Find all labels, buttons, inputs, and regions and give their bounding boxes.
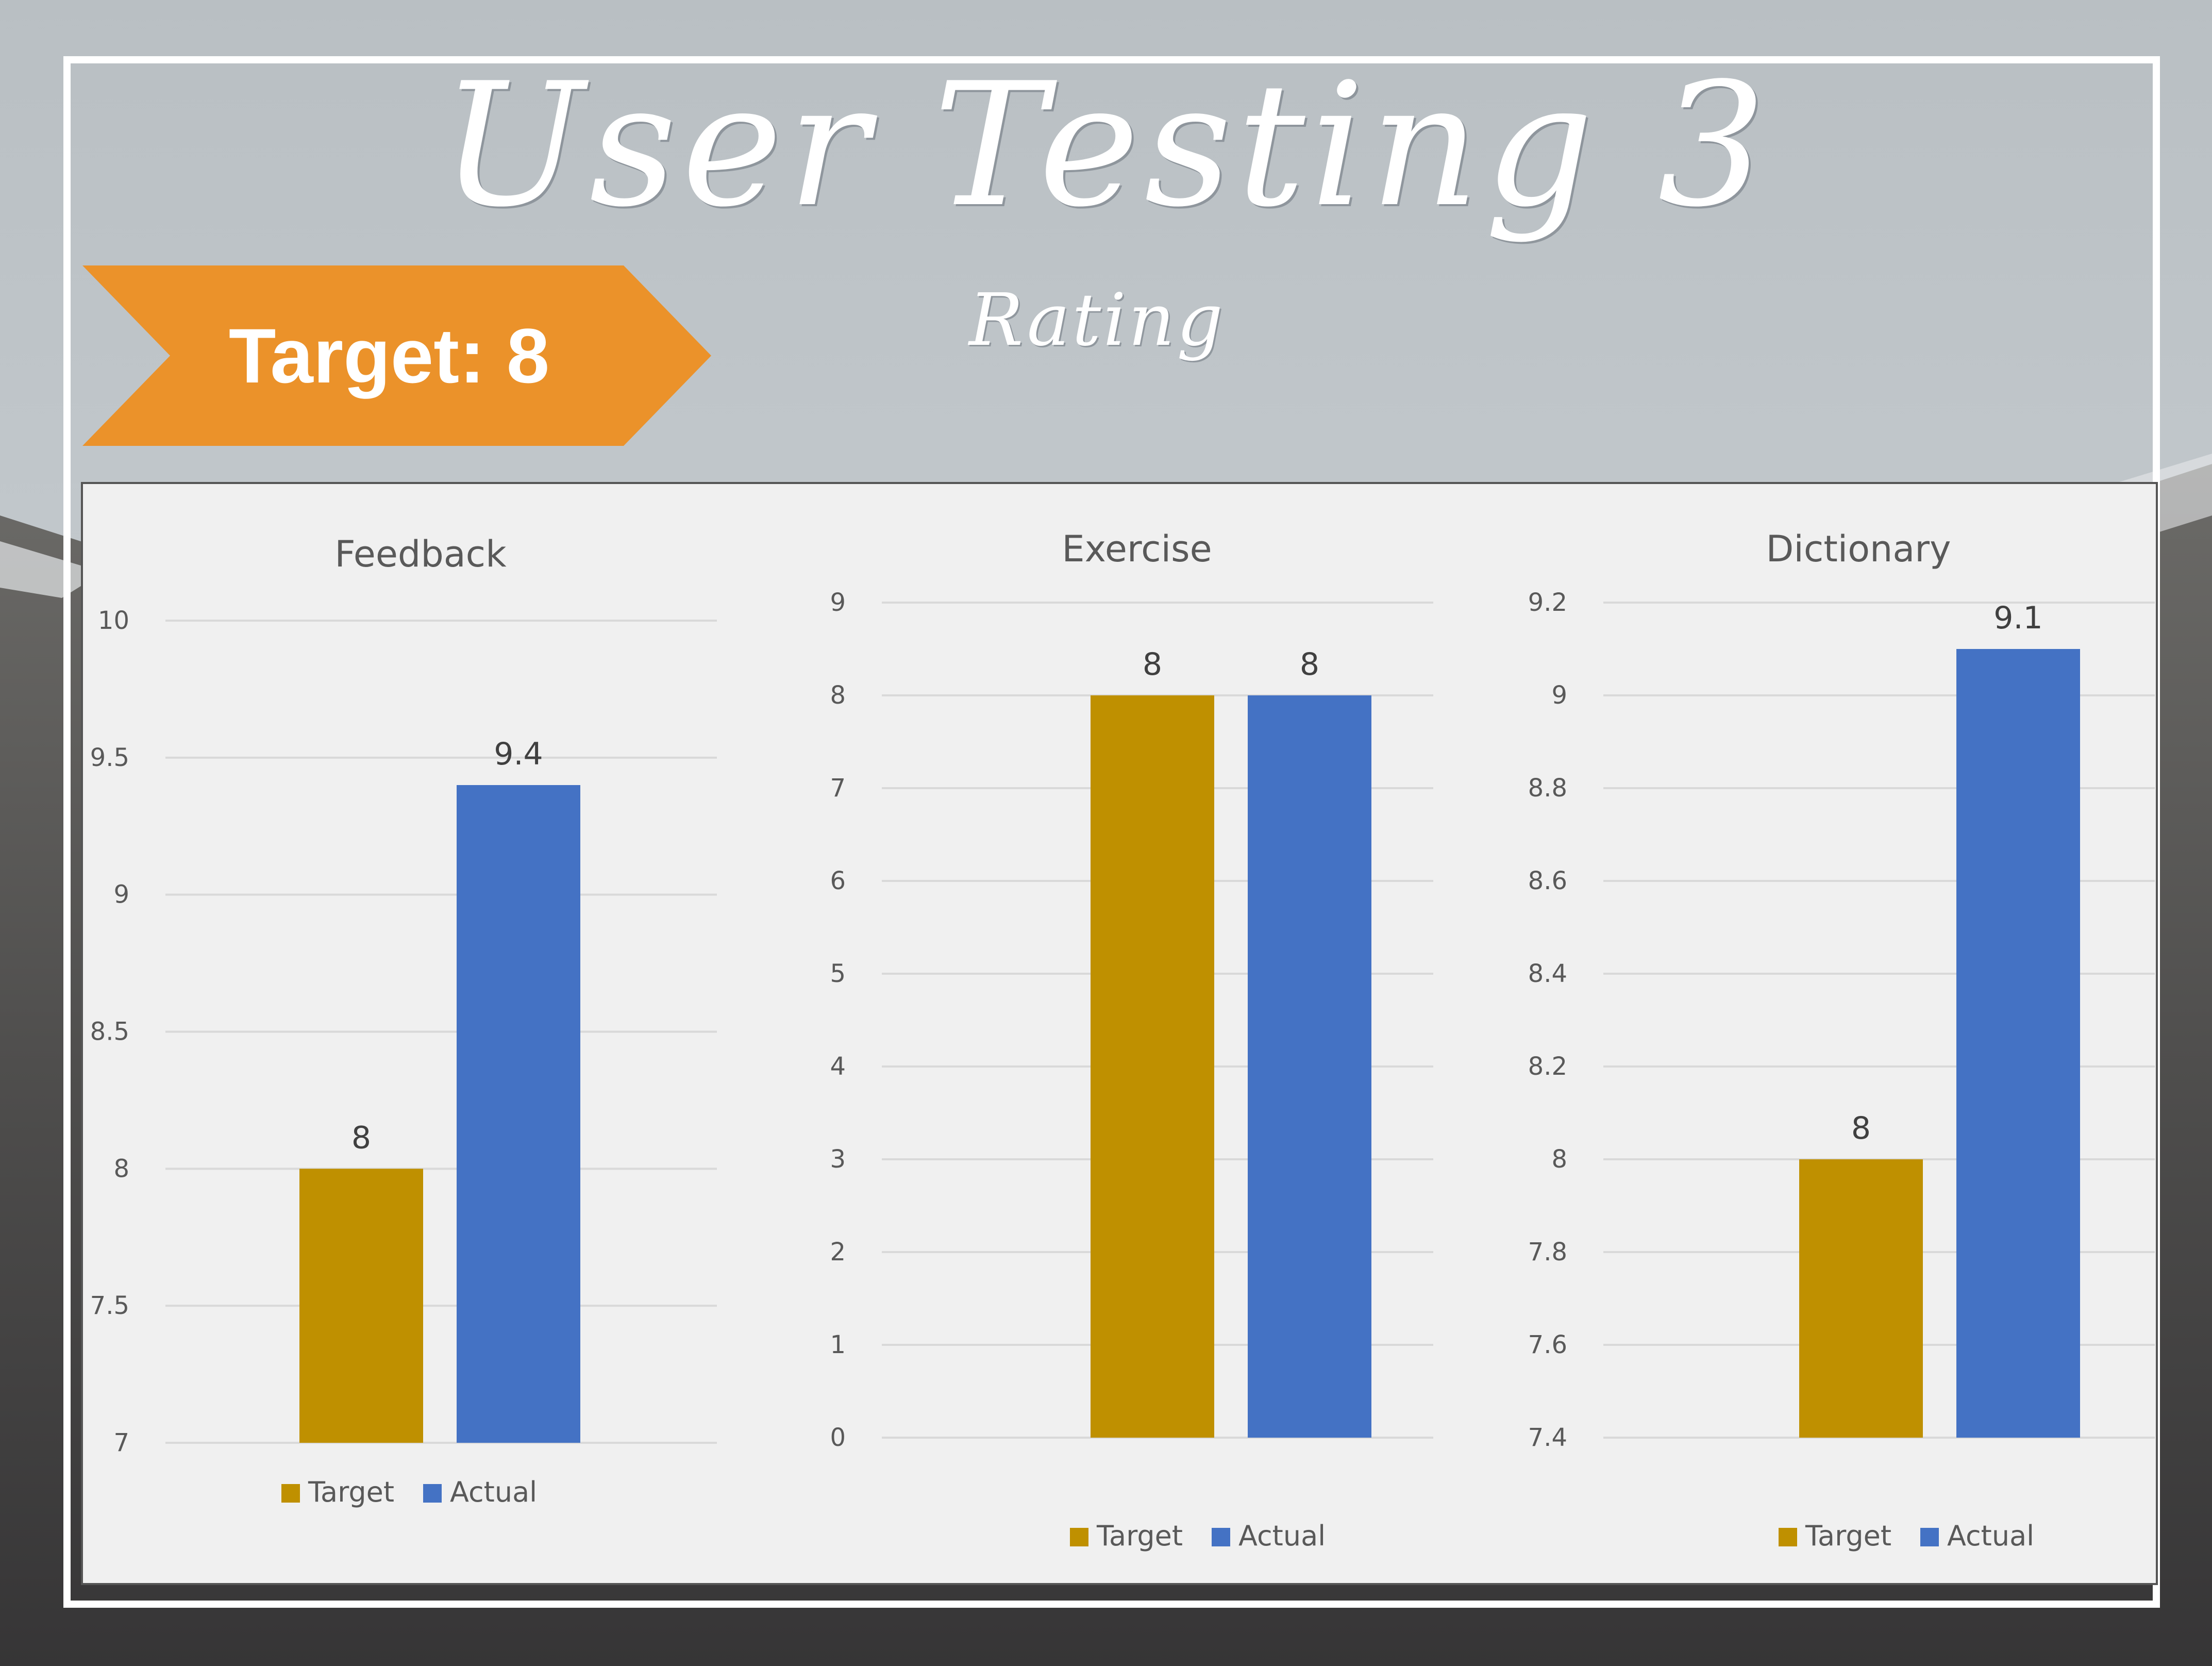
data-label: 8 <box>351 1120 371 1156</box>
y-tick-label: 3 <box>830 1145 846 1174</box>
legend-label-actual: Actual <box>1947 1520 2034 1552</box>
y-tick-label: 10 <box>98 606 129 635</box>
data-label: 8 <box>1851 1110 1871 1146</box>
legend-label-actual: Actual <box>450 1476 537 1508</box>
legend-label-target: Target <box>1096 1520 1183 1552</box>
y-tick-label: 8.2 <box>1528 1052 1567 1081</box>
y-tick-label: 8.6 <box>1528 867 1567 895</box>
y-tick-label: 7.6 <box>1528 1330 1567 1359</box>
legend-swatch-target <box>1779 1528 1797 1546</box>
chart-title: Exercise <box>1062 528 1212 570</box>
y-tick-label: 0 <box>830 1423 846 1452</box>
slide-title: User Testing 3 <box>441 46 1771 244</box>
y-tick-label: 9 <box>830 588 846 617</box>
y-tick-label: 7.5 <box>90 1291 129 1320</box>
bar-actual <box>1248 695 1371 1438</box>
y-tick-label: 8 <box>830 681 846 710</box>
exercise-chart: Exercise 0 1 2 3 4 5 6 7 8 9 8 8 Target Actual <box>830 528 1433 1552</box>
bar-actual <box>1956 649 2080 1438</box>
chart-title: Dictionary <box>1766 528 1951 570</box>
y-tick-label: 4 <box>830 1052 846 1081</box>
y-tick-label: 7.8 <box>1528 1238 1567 1267</box>
y-tick-label: 2 <box>830 1238 846 1267</box>
legend-swatch-target <box>1070 1528 1088 1546</box>
bar-target <box>1799 1159 1923 1438</box>
legend-swatch-actual <box>1920 1528 1939 1546</box>
y-tick-label: 8.4 <box>1528 959 1567 988</box>
legend-swatch-actual <box>1212 1528 1230 1546</box>
legend-label-actual: Actual <box>1238 1520 1326 1552</box>
data-label: 9.1 <box>1993 600 2042 636</box>
legend-label-target: Target <box>1805 1520 1891 1552</box>
legend-label-target: Target <box>308 1476 394 1508</box>
y-tick-label: 9.2 <box>1528 588 1567 617</box>
dictionary-chart: Dictionary 7.4 7.6 7.8 8 8.2 8.4 8.6 8.8 9 9.2 8 9.1… <box>1528 528 2155 1552</box>
y-tick-label: 8.5 <box>90 1018 129 1046</box>
y-tick-label: 7 <box>830 774 846 803</box>
y-tick-label: 9.5 <box>90 743 129 772</box>
y-tick-label: 8.8 <box>1528 774 1567 803</box>
legend-swatch-actual <box>423 1484 442 1503</box>
target-label: Target: 8 <box>228 312 550 399</box>
y-tick-label: 9 <box>1551 681 1567 710</box>
y-tick-label: 7.4 <box>1528 1423 1567 1452</box>
y-tick-label: 8 <box>1551 1145 1567 1174</box>
chart-title: Feedback <box>334 533 507 575</box>
bar-actual <box>457 785 580 1443</box>
bar-target <box>1091 695 1214 1438</box>
y-tick-label: 9 <box>113 880 129 909</box>
slide-subtitle: Rating <box>969 278 1225 362</box>
legend-swatch-target <box>281 1484 300 1503</box>
feedback-chart: Feedback 7 7.5 8 8.5 9 9.5 10 8 9.4 Target Actual <box>90 533 717 1508</box>
y-tick-label: 6 <box>830 867 846 895</box>
y-tick-label: 7 <box>113 1428 129 1457</box>
bar-target <box>299 1169 423 1443</box>
data-label: 8 <box>1300 646 1319 682</box>
data-label: 8 <box>1143 646 1162 682</box>
y-tick-label: 5 <box>830 959 846 988</box>
charts-panel: Feedback 7 7.5 8 8.5 9 9.5 10 8 9.4 Target Actual E… <box>81 482 2158 1585</box>
target-banner <box>82 265 711 446</box>
data-label: 9.4 <box>494 736 543 772</box>
y-tick-label: 1 <box>830 1330 846 1359</box>
y-tick-label: 8 <box>113 1154 129 1183</box>
